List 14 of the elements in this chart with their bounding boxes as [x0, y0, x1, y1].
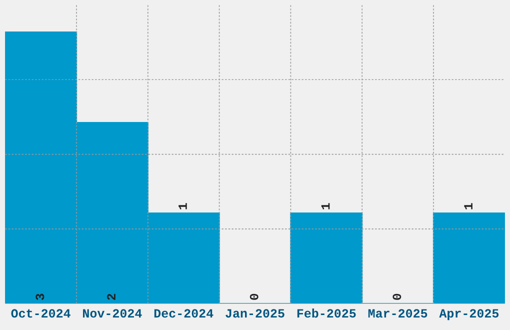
- data-label: 1: [321, 203, 330, 210]
- x-tick-label: Dec-2024: [154, 309, 214, 318]
- data-label: 1: [464, 203, 472, 210]
- x-tick-label: Oct-2024: [11, 309, 70, 318]
- x-tick-label: Nov-2024: [83, 309, 142, 318]
- data-label: 3: [36, 294, 44, 300]
- x-tick-label: Feb-2025: [297, 308, 356, 318]
- data-label: 0: [392, 294, 402, 300]
- data-label: 2: [107, 294, 116, 300]
- x-tick-label: Mar-2025: [368, 309, 428, 318]
- x-tick-label: Jan-2025: [226, 309, 284, 318]
- data-label: 0: [250, 294, 258, 300]
- data-label: 1: [178, 203, 187, 210]
- x-tick-label: Apr-2025: [439, 309, 499, 320]
